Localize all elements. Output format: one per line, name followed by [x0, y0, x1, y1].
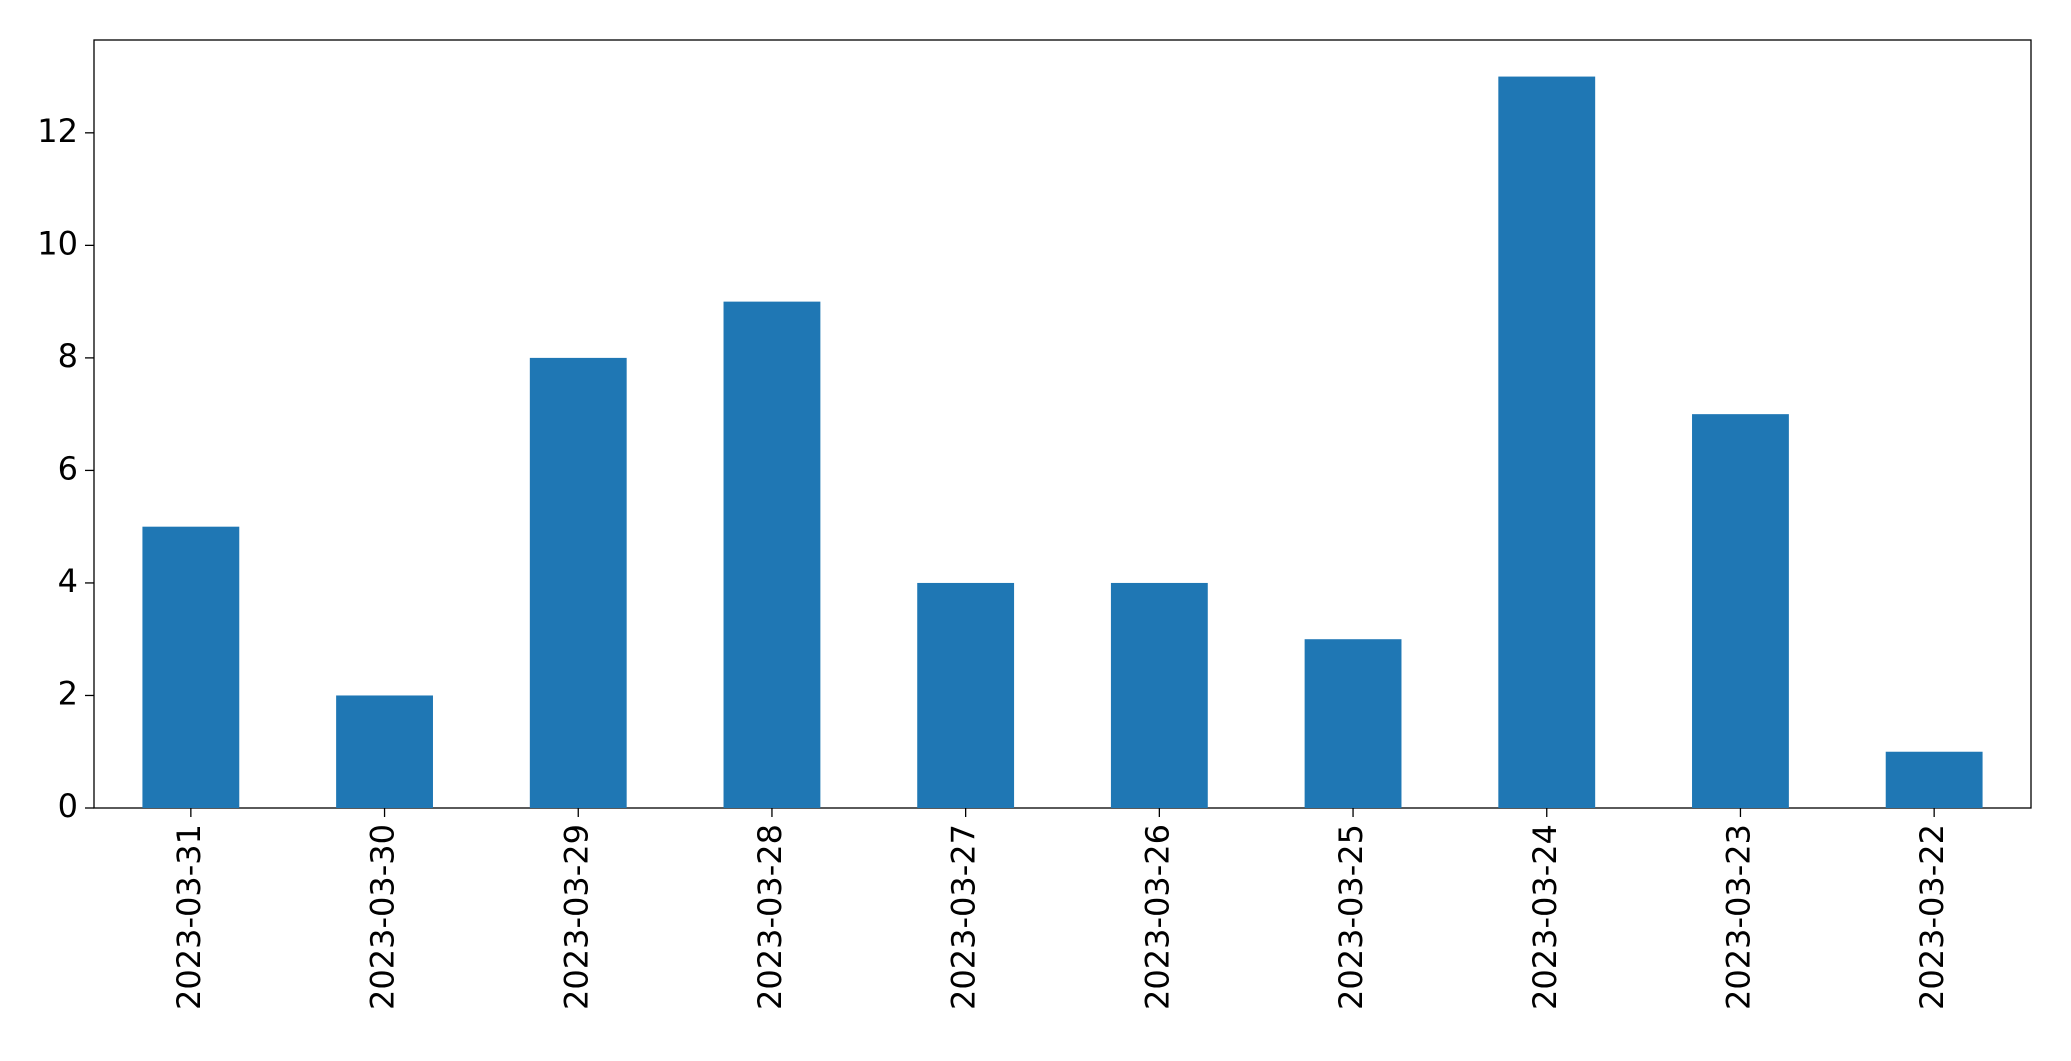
x-tick-label: 2023-03-26	[1138, 824, 1176, 1010]
x-tick-label: 2023-03-30	[364, 824, 402, 1010]
bar	[1885, 751, 1983, 808]
y-tick-label: 2	[58, 674, 78, 712]
y-tick-label: 6	[58, 449, 78, 487]
y-tick-label: 0	[58, 787, 78, 825]
y-tick-label: 12	[37, 112, 78, 150]
x-tick-label: 2023-03-24	[1526, 824, 1564, 1010]
x-tick-label: 2023-03-28	[751, 824, 789, 1010]
bar	[336, 695, 433, 808]
bar	[917, 582, 1015, 808]
bar	[723, 301, 821, 808]
bar	[142, 526, 240, 808]
x-tick-label: 2023-03-25	[1332, 824, 1370, 1010]
bar	[1110, 582, 1208, 808]
y-tick-label: 4	[58, 562, 78, 600]
x-tick-label: 2023-03-31	[170, 824, 208, 1010]
x-tick-label: 2023-03-23	[1719, 824, 1757, 1010]
bar	[1304, 639, 1402, 808]
bar	[1692, 414, 1789, 808]
x-tick-label: 2023-03-22	[1913, 824, 1951, 1010]
bar	[529, 357, 627, 808]
y-tick-label: 10	[37, 224, 78, 262]
x-tick-label: 2023-03-29	[557, 824, 595, 1010]
bar	[1498, 76, 1596, 809]
y-tick-label: 8	[58, 337, 78, 375]
plot-frame	[93, 39, 2032, 809]
x-tick-label: 2023-03-27	[945, 824, 983, 1010]
